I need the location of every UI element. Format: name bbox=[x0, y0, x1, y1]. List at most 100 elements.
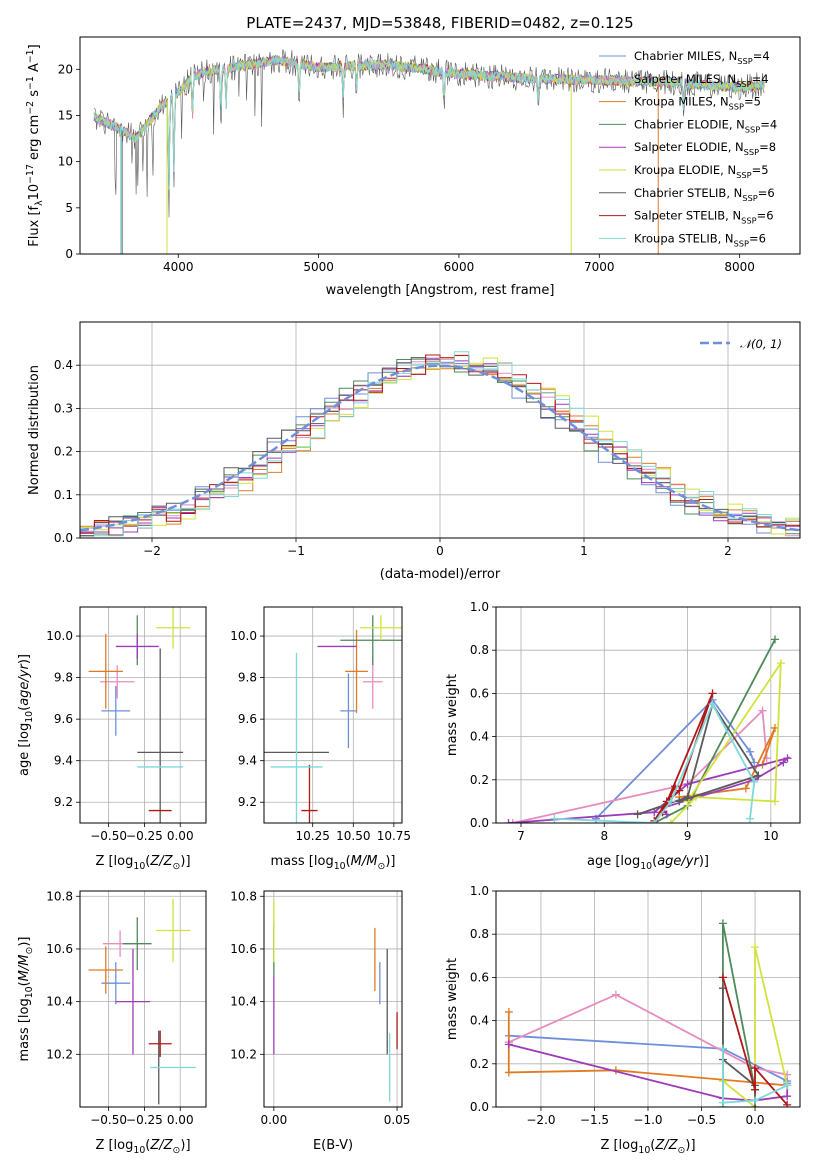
y-tick-label: 0.4 bbox=[470, 1014, 489, 1028]
legend-entry-label: Kroupa STELIB, NSSP=6 bbox=[634, 231, 766, 248]
axes-weight_vs_Z: −2.0 −1.5 −1.0 −0.5 0.0 0.0 0.2 0.4 0.6 0.8 1.0 bbox=[470, 884, 801, 1127]
weight-point-marker bbox=[751, 943, 760, 952]
x-tick-label: −0.5 bbox=[687, 1113, 716, 1127]
y-tick-label: 5 bbox=[65, 201, 73, 215]
y-tick-label: 10.2 bbox=[230, 1047, 257, 1061]
weight-point-marker bbox=[754, 771, 763, 780]
errorbar-point bbox=[340, 673, 357, 749]
y-tick-label: 0.2 bbox=[54, 445, 73, 459]
x-axis-label: wavelength [Angstrom, rest frame] bbox=[326, 283, 555, 298]
axes-age_vs_Z: −0.50 −0.25 0.00 9.2 9.4 9.6 9.8 10.0 bbox=[46, 606, 207, 843]
y-axis-label: mass [log10(M/M⊙)] bbox=[17, 937, 35, 1062]
weight-series-line bbox=[508, 993, 788, 1076]
errorbar-point bbox=[155, 607, 191, 649]
y-tick-label: 9.8 bbox=[238, 671, 257, 685]
weight-point-marker bbox=[504, 1068, 513, 1077]
y-tick-label: 10.8 bbox=[46, 889, 73, 903]
axes-frame bbox=[495, 890, 801, 1108]
weight-point-marker bbox=[662, 810, 671, 819]
weight-point-marker bbox=[746, 747, 755, 756]
x-tick-label: 8 bbox=[600, 829, 608, 843]
legend-entry-label: Salpeter MILES, NSSP=4 bbox=[634, 72, 769, 89]
errorbar-point bbox=[88, 634, 123, 709]
y-tick-label: 0.0 bbox=[54, 531, 73, 545]
x-tick-label: 10.75 bbox=[377, 829, 411, 843]
x-tick-label: 0.00 bbox=[260, 1113, 287, 1127]
weight-point-marker bbox=[783, 1100, 792, 1107]
plot-area-spectrum bbox=[93, 49, 765, 254]
x-axis-label: mass [log10(M/M⊙)] bbox=[271, 854, 396, 872]
weight-point-marker bbox=[504, 819, 513, 823]
weight-series-line bbox=[595, 698, 756, 820]
y-tick-label: 10 bbox=[58, 155, 73, 169]
y-axis-label: mass weight bbox=[445, 958, 460, 1040]
x-axis-label: age [log10(age/yr)] bbox=[587, 854, 709, 872]
y-tick-label: 10.2 bbox=[46, 1047, 73, 1061]
y-tick-label: 9.6 bbox=[54, 712, 73, 726]
y-tick-label: 9.2 bbox=[238, 795, 257, 809]
x-tick-label: 0.00 bbox=[167, 829, 194, 843]
x-tick-label: −1.5 bbox=[580, 1113, 609, 1127]
y-tick-label: 1.0 bbox=[470, 884, 489, 898]
x-tick-label: 0 bbox=[436, 544, 444, 558]
y-tick-label: 0.0 bbox=[470, 1100, 489, 1114]
errorbar-point bbox=[359, 615, 402, 641]
weight-point-marker bbox=[683, 793, 692, 802]
errorbar-point bbox=[155, 898, 191, 963]
weight-point-marker bbox=[650, 819, 659, 823]
weight-series-line bbox=[722, 946, 789, 1107]
axes-frame bbox=[263, 606, 403, 824]
errorbar-point bbox=[88, 946, 123, 994]
y-tick-label: 10.6 bbox=[46, 942, 73, 956]
y-tick-label: 15 bbox=[58, 108, 73, 122]
plot-area-mass_vs_EBV bbox=[273, 898, 398, 1102]
weight-point-marker bbox=[718, 1044, 727, 1053]
weight-point-marker bbox=[783, 1092, 792, 1101]
errorbar-point bbox=[115, 948, 151, 1055]
weight-point-marker bbox=[776, 659, 785, 668]
weight-point-marker bbox=[708, 700, 717, 709]
weight-point-marker bbox=[611, 990, 620, 999]
weight-point-marker bbox=[751, 1096, 760, 1105]
weight-point-marker bbox=[666, 797, 675, 806]
axes-spectrum: 4000 5000 6000 7000 8000 0 5 10 15 20 bbox=[58, 36, 801, 274]
weight-point-marker bbox=[718, 919, 727, 928]
y-tick-label: 0.4 bbox=[470, 730, 489, 744]
x-tick-label: −2.0 bbox=[526, 1113, 555, 1127]
x-tick-label: −0.50 bbox=[90, 829, 127, 843]
x-tick-label: 8000 bbox=[724, 260, 755, 274]
y-tick-label: 0.8 bbox=[470, 643, 489, 657]
chart-title: PLATE=2437, MJD=53848, FIBERID=0482, z=0… bbox=[246, 14, 633, 32]
errorbar-point bbox=[301, 764, 318, 823]
weight-point-marker bbox=[508, 819, 517, 823]
plot-area-weight_vs_Z bbox=[504, 919, 792, 1107]
x-tick-label: 10.50 bbox=[336, 829, 370, 843]
legend-entry-label: Chabrier STELIB, NSSP=6 bbox=[634, 186, 775, 203]
weight-point-marker bbox=[504, 1007, 513, 1016]
axes-frame bbox=[495, 606, 801, 824]
errorbar-point bbox=[137, 648, 184, 823]
x-tick-label: 7 bbox=[517, 829, 525, 843]
legend-entry-label: Salpeter ELODIE, NSSP=8 bbox=[634, 140, 776, 157]
x-tick-label: 7000 bbox=[584, 260, 615, 274]
y-tick-label: 20 bbox=[58, 62, 73, 76]
plot-area-age_vs_mass bbox=[264, 615, 402, 823]
x-tick-label: 4000 bbox=[163, 260, 194, 274]
x-tick-label: 5000 bbox=[303, 260, 334, 274]
weight-point-marker bbox=[783, 754, 792, 763]
x-tick-label: −0.25 bbox=[126, 829, 163, 843]
y-tick-label: 1.0 bbox=[470, 600, 489, 614]
weight-point-marker bbox=[779, 758, 788, 767]
errorbar-point bbox=[115, 634, 159, 659]
y-tick-label: 10.6 bbox=[230, 942, 257, 956]
legend-normal-label: 𝒩(0, 1) bbox=[740, 337, 782, 351]
x-axis-label: Z [log10(Z/Z⊙)] bbox=[600, 1138, 695, 1156]
y-tick-label: 10.4 bbox=[230, 995, 257, 1009]
weight-series-line bbox=[722, 977, 788, 1106]
spectrum-series-line bbox=[93, 55, 765, 187]
histogram-series bbox=[80, 355, 800, 529]
legend: Chabrier MILES, NSSP=4 Salpeter MILES, NS… bbox=[599, 49, 777, 248]
y-tick-label: 0.8 bbox=[470, 927, 489, 941]
x-axis-label: (data-model)/error bbox=[380, 567, 501, 582]
